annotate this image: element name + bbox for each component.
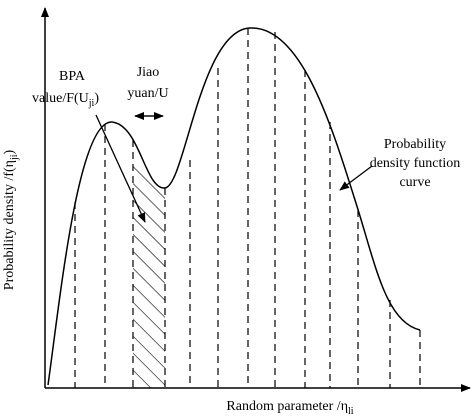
y-axis-label: Probability density /f(η [2,160,17,290]
curve-label: Probability [384,137,446,152]
bpa-label: ) [94,91,99,106]
jiao-label: yuan/U [127,86,168,101]
x-axis-label-sub: li [348,406,354,416]
x-axis-label: Random parameter /η [226,399,348,414]
curve-label: density function [370,156,461,171]
hatched-region [133,152,165,388]
jiao-label: Jiao [137,65,160,80]
bpa-label-sub: ji [88,98,95,109]
bpa-label: BPA [59,69,86,84]
interval-lines [74,28,421,388]
density-curve [47,27,421,386]
y-axis-label-sub: ji [9,154,20,161]
bpa-arrow [95,114,146,223]
x-axis-label: Random parameter /ηli [226,399,353,416]
curve-label: curve [399,175,430,190]
bpa-label: value/F(U [32,91,89,106]
curve-arrow [339,165,373,191]
bpa-label: value/F(Uji) [32,91,99,109]
y-axis-label: ) [2,149,17,154]
y-axis-label: Probability density /f(ηji) [2,149,20,290]
